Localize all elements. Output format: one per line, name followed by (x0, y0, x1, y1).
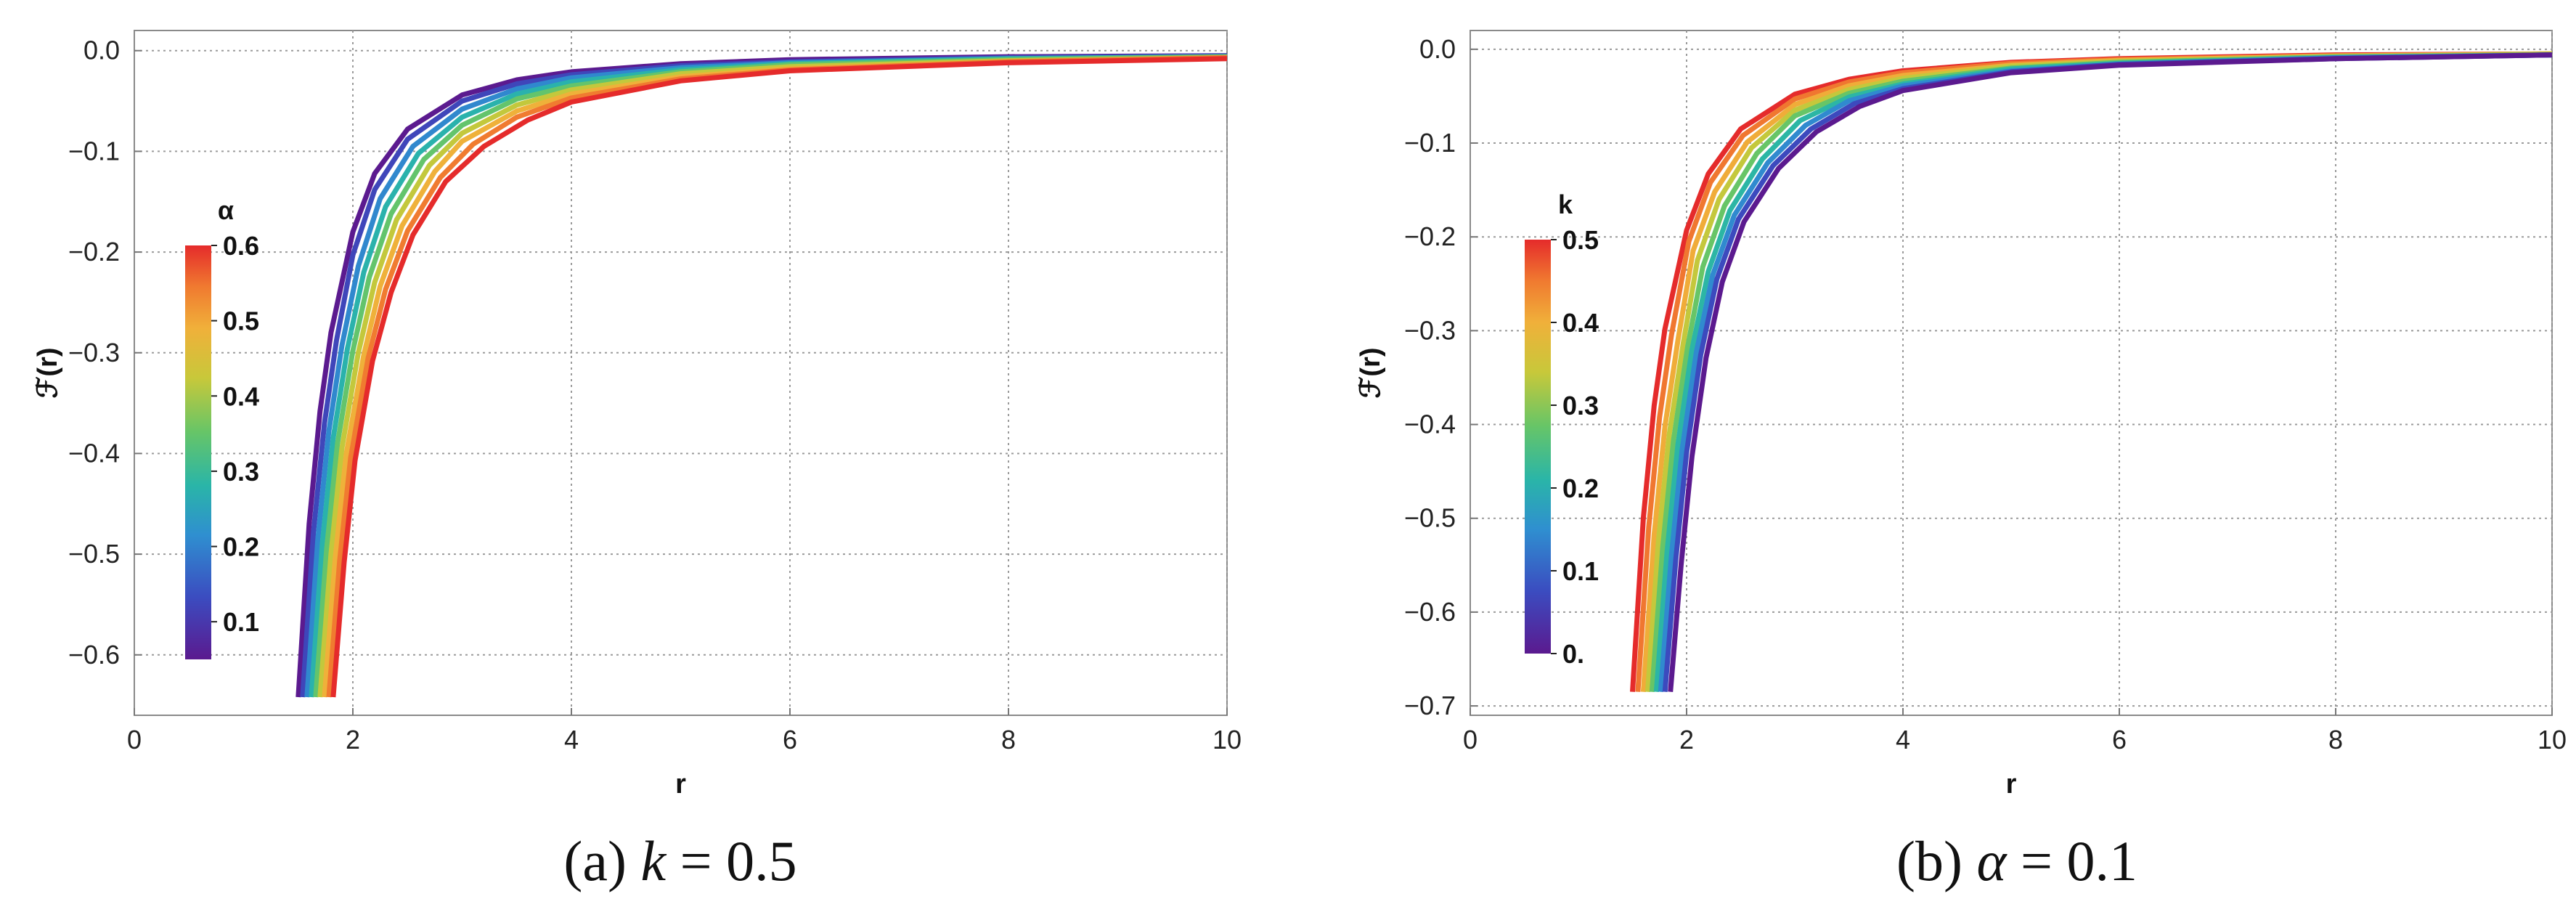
plot-frame (1470, 30, 2553, 716)
colorbar (185, 245, 211, 659)
y-tick-label: −0.7 (1404, 691, 1456, 720)
colorbar-tick-label: 0.5 (1562, 225, 1599, 255)
caption-prefix: (a) (563, 829, 640, 892)
colorbar-tick-label: 0.3 (1562, 391, 1599, 420)
series-line (330, 56, 1227, 698)
y-tick-label: −0.2 (1404, 221, 1456, 251)
x-tick-label: 10 (2538, 725, 2567, 755)
colorbar-tick-label: 0.4 (223, 381, 259, 411)
x-tick-label: 4 (564, 725, 579, 755)
colorbar-title: α (218, 195, 234, 225)
series-line (322, 54, 1227, 698)
caption-value: = 0.1 (2006, 829, 2137, 892)
colorbar (1525, 240, 1551, 654)
x-tick-label: 2 (346, 725, 360, 755)
colorbar-tick-label: 0.5 (223, 306, 259, 336)
series-line (317, 54, 1227, 698)
colorbar-tick-label: 0.6 (223, 231, 259, 261)
y-tick-label: 0.0 (83, 36, 120, 65)
y-axis-label: ℱ(r) (1356, 348, 1386, 399)
caption-variable: α (1977, 829, 2008, 892)
x-tick-label: 0 (127, 725, 142, 755)
y-tick-label: −0.6 (68, 640, 120, 670)
y-tick-label: −0.4 (68, 438, 120, 468)
y-tick-label: −0.6 (1404, 597, 1456, 627)
y-tick-label: −0.1 (68, 136, 120, 166)
plot-frame (134, 30, 1228, 716)
panel-a: 0 2 4 6 8 10 0.0 −0.1 −0.2 −0.3 −0.4 −0.5 −0.6 r ℱ(r) α… (33, 30, 1242, 892)
colorbar-tick-label: 0.1 (1562, 556, 1599, 586)
x-tick-label: 0 (1463, 725, 1477, 755)
series-line (1668, 52, 2552, 692)
y-tick-label: −0.5 (68, 539, 120, 569)
x-tick-label: 8 (2328, 725, 2343, 755)
y-tick-label: −0.5 (1404, 503, 1456, 533)
colorbar-tick-label: 0. (1562, 639, 1584, 669)
y-tick-label: −0.2 (68, 237, 120, 267)
x-tick-label: 10 (1212, 725, 1242, 755)
x-tick-label: 6 (2112, 725, 2127, 755)
y-tick-label: −0.1 (1404, 128, 1456, 158)
x-axis-label: r (675, 769, 686, 800)
caption-value: = 0.5 (666, 829, 797, 892)
caption-variable: k (640, 829, 667, 892)
colorbar-tick-label: 0.3 (223, 457, 259, 487)
colorbar-tick-label: 0.2 (1562, 473, 1599, 503)
panel-caption: (a) k = 0.5 (563, 829, 796, 892)
panel-caption: (b) α = 0.1 (1896, 829, 2137, 892)
panel-b: 0 2 4 6 8 10 0.0 −0.1 −0.2 −0.3 −0.4 −0.5 −0.6 −0.7 r ℱ… (1356, 30, 2567, 892)
x-tick-label: 8 (1001, 725, 1016, 755)
x-axis-label: r (2006, 769, 2017, 800)
colorbar-tick-label: 0.2 (223, 532, 259, 562)
colorbar-title: k (1558, 190, 1573, 219)
series-line (326, 54, 1227, 698)
y-tick-label: −0.3 (1404, 315, 1456, 345)
y-tick-label: 0.0 (1419, 34, 1456, 64)
colorbar-tick-label: 0.4 (1562, 308, 1599, 338)
x-tick-label: 2 (1679, 725, 1694, 755)
y-axis-label: ℱ(r) (33, 348, 63, 399)
x-tick-label: 4 (1896, 725, 1910, 755)
x-tick-label: 6 (783, 725, 797, 755)
y-tick-label: −0.3 (68, 338, 120, 367)
caption-prefix: (b) (1896, 829, 1976, 892)
y-tick-label: −0.4 (1404, 410, 1456, 439)
colorbar-tick-label: 0.1 (223, 607, 259, 637)
